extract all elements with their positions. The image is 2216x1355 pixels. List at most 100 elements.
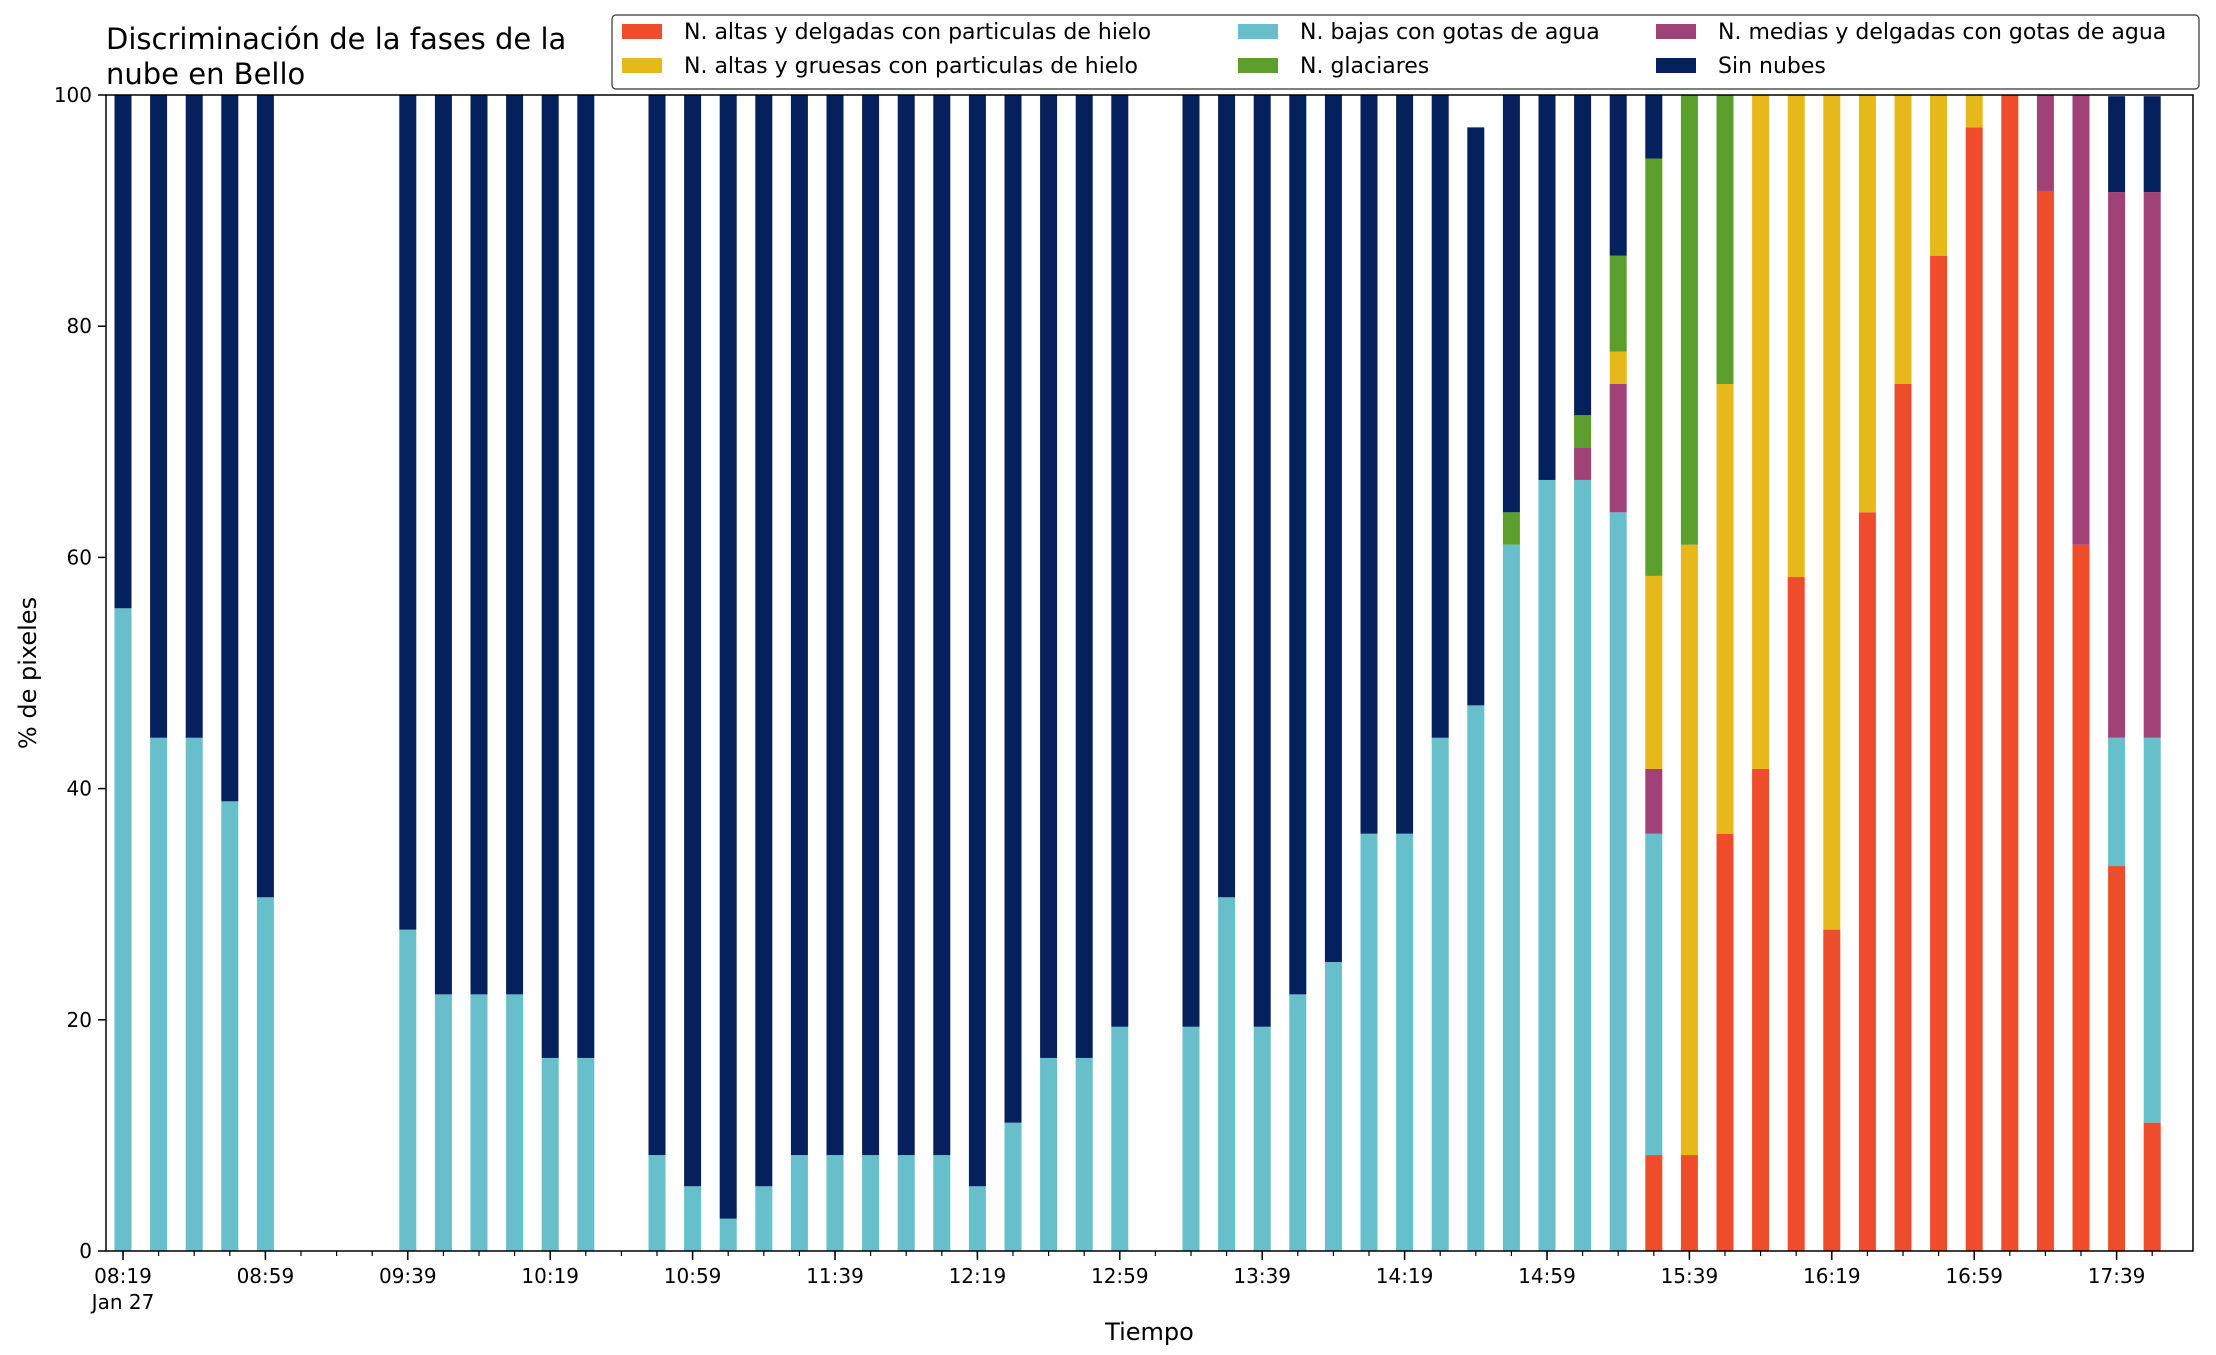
- legend-label-ice_thick: N. altas y gruesas con particulas de hie…: [684, 54, 1138, 79]
- bar-segment-water_low: [1040, 1057, 1058, 1251]
- y-tick-label: 80: [67, 314, 92, 338]
- bar-segment-water_low: [577, 1057, 595, 1251]
- bars-layer: [114, 95, 2161, 1252]
- bar-segment-clear: [933, 95, 951, 1156]
- bar-segment-ice_thin: [2143, 1122, 2161, 1251]
- bar-segment-water_low: [968, 1186, 986, 1251]
- x-tick-label: 14:19: [1376, 1264, 1434, 1288]
- bar-segment-water_low: [1538, 479, 1556, 1251]
- legend-swatch-water_mid: [1656, 24, 1696, 39]
- y-tick-label: 0: [79, 1239, 92, 1263]
- bar-segment-water_low: [1253, 1026, 1271, 1251]
- bar-segment-clear: [399, 95, 417, 930]
- legend: N. altas y delgadas con particulas de hi…: [611, 14, 2200, 90]
- x-tick-label: 09:39: [379, 1264, 437, 1288]
- y-axis-label: % de pixeles: [14, 597, 42, 749]
- bar-segment-water_low: [897, 1155, 915, 1251]
- bar-segment-ice_thin: [1858, 512, 1876, 1251]
- x-tick-label: 17:39: [2088, 1264, 2146, 1288]
- bar-segment-glacier: [1645, 158, 1663, 576]
- bar-segment-water_low: [1218, 897, 1236, 1251]
- bar-segment-water_mid: [2072, 95, 2090, 545]
- bar-segment-water_mid: [1645, 768, 1663, 834]
- bar-segment-clear: [1467, 127, 1485, 706]
- bar-segment-water_low: [221, 801, 239, 1251]
- bar-segment-ice_thin: [1930, 255, 1948, 1251]
- bar-segment-water_low: [1182, 1026, 1200, 1251]
- bar-segment-clear: [1289, 95, 1307, 995]
- bar-segment-clear: [506, 95, 524, 995]
- plot-frame: [105, 94, 2194, 1252]
- bar-segment-clear: [684, 95, 702, 1187]
- bar-segment-water_low: [1431, 737, 1449, 1251]
- bar-segment-water_low: [2108, 737, 2126, 867]
- bar-segment-clear: [1431, 95, 1449, 738]
- bar-segment-glacier: [1609, 255, 1627, 352]
- bar-segment-clear: [755, 95, 773, 1187]
- bar-segment-ice_thick: [1894, 95, 1912, 384]
- x-tick-label: 16:19: [1803, 1264, 1861, 1288]
- x-tick-sublabel: Jan 27: [90, 1290, 155, 1314]
- bar-segment-clear: [185, 95, 203, 738]
- bar-segment-ice_thin: [1894, 384, 1912, 1251]
- bar-segment-water_low: [185, 737, 203, 1251]
- bar-segment-water_low: [684, 1186, 702, 1251]
- legend-frame: [611, 14, 2200, 90]
- bar-segment-ice_thin: [2036, 190, 2054, 1252]
- bar-segment-ice_thin: [1823, 929, 1841, 1251]
- bar-segment-ice_thin: [1680, 1155, 1698, 1251]
- legend-swatch-ice_thick: [622, 58, 662, 73]
- bar-segment-water_low: [1609, 512, 1627, 1251]
- bar-segment-water_low: [434, 994, 452, 1251]
- y-tick-label: 40: [67, 777, 92, 801]
- bar-segment-clear: [150, 95, 168, 738]
- bar-segment-clear: [1396, 95, 1414, 834]
- chart-title: Discriminación de la fases de la nube en…: [106, 22, 567, 91]
- x-tick-label: 16:59: [1945, 1264, 2003, 1288]
- bar-segment-ice_thin: [2108, 866, 2126, 1251]
- bar-segment-clear: [1040, 95, 1058, 1058]
- bar-segment-ice_thin: [1645, 1155, 1663, 1251]
- bar-segment-water_low: [1574, 479, 1592, 1251]
- bar-segment-ice_thick: [1965, 95, 1983, 128]
- legend-swatch-glacier: [1238, 58, 1278, 73]
- bar-segment-clear: [470, 95, 488, 995]
- bar-segment-clear: [221, 95, 239, 802]
- bar-segment-clear: [862, 95, 880, 1156]
- bar-segment-water_low: [1502, 544, 1520, 1251]
- bar-segment-clear: [719, 95, 737, 1219]
- bar-segment-water_low: [1645, 833, 1663, 1156]
- bar-segment-water_mid: [1574, 447, 1592, 480]
- bar-segment-clear: [577, 95, 595, 1058]
- bar-segment-ice_thick: [1787, 95, 1805, 578]
- bar-segment-water_mid: [2036, 95, 2054, 191]
- bar-segment-glacier: [1502, 512, 1520, 545]
- bar-segment-glacier: [1574, 415, 1592, 448]
- bar-segment-glacier: [1680, 95, 1698, 545]
- x-axis-label: Tiempo: [1104, 1318, 1194, 1346]
- bar-segment-clear: [1075, 95, 1093, 1058]
- x-tick-label: 12:59: [1091, 1264, 1149, 1288]
- bar-segment-clear: [2143, 96, 2161, 193]
- bar-segment-clear: [826, 95, 844, 1156]
- bar-segment-water_mid: [2143, 192, 2161, 738]
- bar-segment-water_low: [470, 994, 488, 1251]
- bar-segment-clear: [1574, 95, 1592, 416]
- bar-segment-water_low: [114, 608, 132, 1251]
- bar-segment-water_low: [150, 737, 168, 1251]
- bar-segment-water_low: [1075, 1057, 1093, 1251]
- bar-segment-ice_thick: [1823, 95, 1841, 930]
- bar-segment-clear: [256, 95, 274, 898]
- bar-segment-ice_thin: [1752, 768, 1770, 1251]
- legend-label-glacier: N. glaciares: [1300, 54, 1429, 79]
- y-tick-label: 100: [54, 83, 92, 107]
- x-tick-label: 11:39: [806, 1264, 864, 1288]
- bar-segment-ice_thin: [1787, 577, 1805, 1251]
- bar-segment-clear: [1111, 95, 1129, 1027]
- bar-segment-clear: [1182, 95, 1200, 1027]
- bar-segment-clear: [1360, 95, 1378, 834]
- x-tick-label: 12:19: [949, 1264, 1007, 1288]
- bar-segment-clear: [1218, 95, 1236, 898]
